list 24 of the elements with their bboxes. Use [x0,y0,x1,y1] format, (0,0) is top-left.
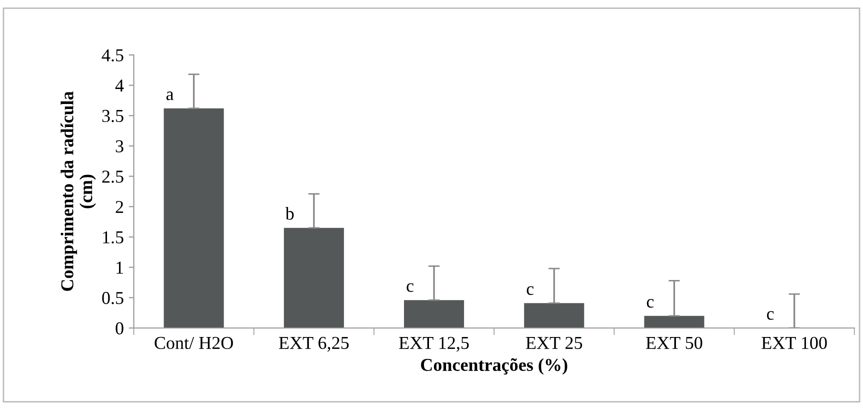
annotation: b [285,207,294,220]
annotation: c [766,311,774,320]
y-tick-label: 2.5 [102,170,124,183]
y-tick-label: 1 [116,262,123,274]
y-tick-label: 0.5 [102,292,124,304]
annotation: a [166,92,174,100]
annotation: c [526,286,534,295]
annotation: c [406,283,414,292]
annotation: c [646,299,654,308]
x-tick-label: EXT 6,25 [278,336,349,352]
x-tick-label: Cont/ H2O [154,336,233,350]
y-tick-label: 0 [116,322,124,334]
y-tick-label: 2 [116,200,124,213]
x-tick-label: EXT 25 [526,336,582,350]
x-tick-label: EXT 50 [646,336,702,350]
x-tick-label: EXT 12,5 [399,336,469,352]
x-tick-label: EXT 100 [762,336,827,350]
y-tick-label: 4.5 [102,49,124,62]
y-tick-label: 3 [116,140,124,152]
y-tick-label: 1.5 [103,231,124,244]
y-tick-label: 4 [115,80,124,92]
y-tick-label: 3.5 [102,110,124,122]
y-axis-title: Comprimento da radícula (cm) [60,91,96,291]
x-axis-title: Concentrações (%) [420,358,568,375]
